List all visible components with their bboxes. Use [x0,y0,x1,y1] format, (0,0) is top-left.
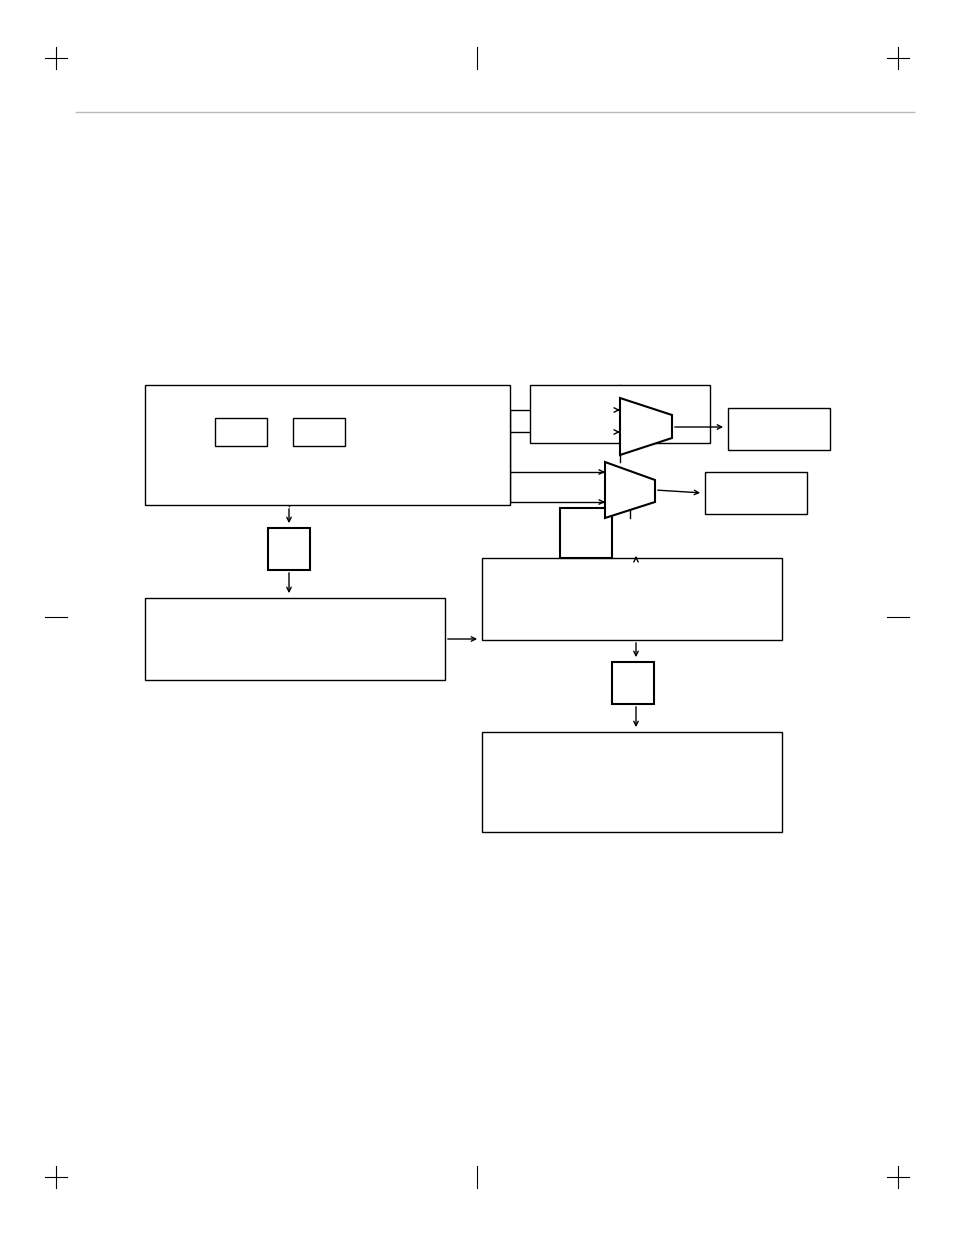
Bar [530,385,709,443]
Bar [214,417,267,446]
Bar [145,598,444,680]
Bar [559,508,612,558]
Bar [293,417,345,446]
Bar [145,385,510,505]
Polygon shape [619,398,671,454]
Bar [481,732,781,832]
Bar [481,558,781,640]
Bar [704,472,806,514]
Bar [727,408,829,450]
Bar [612,662,654,704]
Polygon shape [604,462,655,517]
Bar [268,529,310,571]
